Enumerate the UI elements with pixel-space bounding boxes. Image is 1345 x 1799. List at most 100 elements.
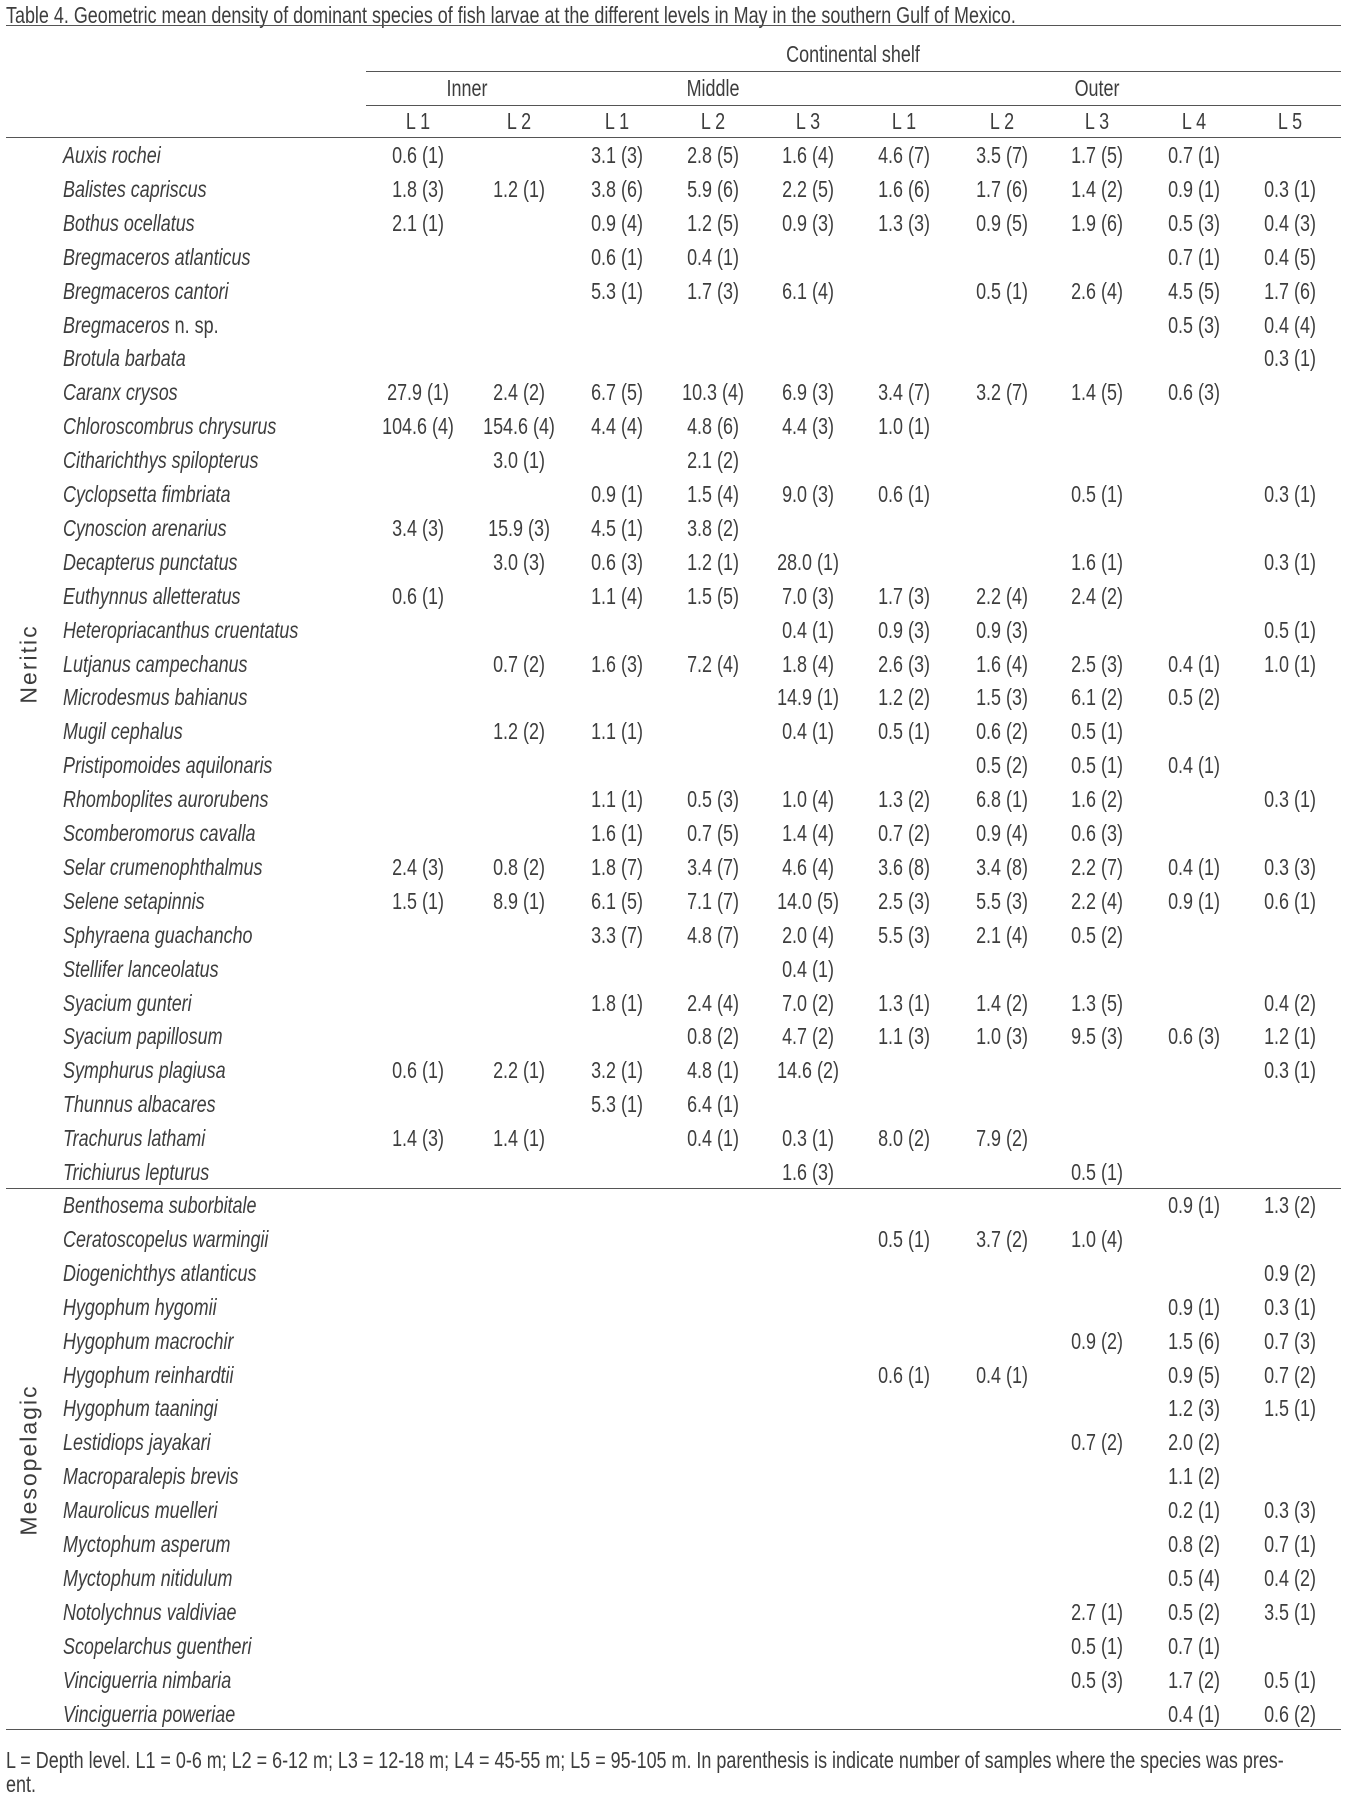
table-cell: 0.6 (3): [1168, 379, 1220, 406]
header-zone-middle: Middle: [686, 75, 740, 101]
table-cell: 0.7 (2): [1071, 1429, 1123, 1456]
table-row-species: Myctophum asperum: [63, 1531, 231, 1557]
table-cell: 6.9 (3): [782, 379, 834, 406]
table-cell: 1.6 (3): [591, 650, 643, 677]
species-name: Rhomboplites aurorubens: [63, 786, 269, 813]
table-cell: 0.4 (1): [687, 243, 739, 270]
table-cell: 3.5 (1): [1264, 1598, 1316, 1625]
table-cell: 1.6 (3): [782, 1159, 834, 1185]
table-cell: 2.0 (2): [1168, 1429, 1220, 1456]
species-name: Myctophum asperum: [63, 1531, 231, 1557]
table-cell: 1.2 (1): [687, 548, 739, 575]
table-cell: 6.1 (5): [591, 887, 643, 914]
species-name: Diogenichthys atlanticus: [63, 1259, 257, 1286]
table-cell: 0.4 (4): [1264, 311, 1316, 338]
table-cell: 1.7 (6): [976, 175, 1028, 202]
table-cell: 6.1 (4): [782, 277, 834, 304]
table-cell: 3.4 (8): [976, 853, 1028, 880]
table-cell: 6.7 (5): [591, 379, 643, 406]
table-row-species: Ceratoscopelus warmingii: [63, 1226, 268, 1252]
table-cell: 0.3 (3): [1264, 853, 1316, 880]
group-label-neritic: Neritic: [15, 624, 42, 704]
table-cell: 7.9 (2): [976, 1125, 1028, 1152]
table-cell: 1.0 (4): [1071, 1225, 1123, 1252]
table-cell: 27.9 (1): [387, 379, 449, 406]
table-row-species: Rhomboplites aurorubens: [63, 786, 268, 812]
table-cell: 1.5 (6): [1168, 1327, 1220, 1354]
table-cell: 0.9 (2): [1071, 1327, 1123, 1354]
table-cell: 1.6 (4): [782, 142, 834, 168]
table-row-species: Pristipomoides aquilonaris: [63, 752, 272, 778]
table-cell: 1.0 (4): [782, 786, 834, 813]
header-level: L 2: [506, 108, 532, 134]
table-cell: 1.7 (3): [687, 277, 739, 304]
species-name: Caranx crysos: [63, 379, 178, 406]
table-cell: 3.5 (7): [976, 142, 1028, 168]
table-cell: 2.2 (5): [782, 175, 834, 202]
table-cell: 1.1 (1): [591, 718, 643, 745]
table-cell: 1.4 (5): [1071, 379, 1123, 406]
table-cell: 6.8 (1): [976, 786, 1028, 813]
table-cell: 0.7 (2): [493, 650, 545, 677]
table-cell: 0.4 (1): [782, 955, 834, 982]
table-cell: 2.4 (4): [687, 989, 739, 1016]
table-cell: 0.5 (1): [1264, 1666, 1316, 1693]
table-cell: 0.6 (2): [1264, 1700, 1316, 1727]
table-row-species: Heteropriacanthus cruentatus: [63, 617, 298, 643]
table-cell: 8.0 (2): [878, 1125, 930, 1152]
table-cell: 1.7 (5): [1071, 142, 1123, 168]
table-cell: 1.6 (2): [1071, 786, 1123, 813]
table-row-species: Auxis rochei: [63, 142, 161, 168]
table-cell: 1.7 (2): [1168, 1666, 1220, 1693]
table-bottom-rule: [6, 1729, 1341, 1730]
table-cell: 0.4 (1): [1168, 1700, 1220, 1727]
species-name: Mugil cephalus: [63, 718, 183, 745]
table-cell: 1.0 (3): [976, 1023, 1028, 1050]
table-cell: 1.2 (3): [1168, 1395, 1220, 1422]
table-cell: 5.9 (6): [687, 175, 739, 202]
table-cell: 0.6 (3): [591, 548, 643, 575]
footnote-line-1: L = Depth level. L1 = 0-6 m; L2 = 6-12 m…: [6, 1747, 1284, 1773]
table-cell: 0.2 (1): [1168, 1497, 1220, 1524]
table-cell: 0.3 (1): [1264, 786, 1316, 813]
species-name: Bregmaceros atlanticus: [63, 243, 251, 270]
header-zone-inner: Inner: [446, 75, 488, 101]
table-cell: 0.5 (2): [976, 752, 1028, 779]
table-cell: 2.4 (2): [1071, 582, 1123, 609]
table-cell: 1.1 (1): [591, 786, 643, 813]
table-cell: 4.4 (4): [591, 413, 643, 440]
table-cell: 9.5 (3): [1071, 1023, 1123, 1050]
table-cell: 0.9 (1): [1168, 887, 1220, 914]
table-cell: 1.3 (1): [878, 989, 930, 1016]
table-cell: 5.3 (1): [591, 277, 643, 304]
species-name: Syacium gunteri: [63, 989, 192, 1016]
table-row-species: Maurolicus muelleri: [63, 1497, 218, 1523]
table-cell: 4.6 (4): [782, 853, 834, 880]
table-cell: 1.9 (6): [1071, 209, 1123, 236]
table-cell: 3.2 (7): [976, 379, 1028, 406]
table-cell: 0.8 (2): [493, 853, 545, 880]
footnote-line-2: ent.: [6, 1771, 36, 1797]
table-cell: 0.5 (1): [976, 277, 1028, 304]
table-row-species: Hygophum taaningi: [63, 1395, 218, 1421]
species-name: Cyclopsetta fimbriata: [63, 481, 231, 507]
table-cell: 3.0 (3): [493, 548, 545, 575]
header-level: L 2: [989, 108, 1015, 134]
table-row-species: Microdesmus bahianus: [63, 684, 247, 710]
table-cell: 0.4 (1): [782, 616, 834, 643]
table-cell: 1.7 (6): [1264, 277, 1316, 304]
table-cell: 0.8 (2): [687, 1023, 739, 1050]
table-row-species: Scomberomorus cavalla: [63, 820, 255, 846]
table-cell: 4.6 (7): [878, 142, 930, 168]
species-name: Selar crumenophthalmus: [63, 853, 263, 880]
table-row-species: Sphyraena guachancho: [63, 922, 253, 948]
table-cell: 8.9 (1): [493, 887, 545, 914]
species-name: Macroparalepis brevis: [63, 1463, 239, 1490]
table-cell: 1.1 (3): [878, 1023, 930, 1050]
table-row-species: Symphurus plagiusa: [63, 1057, 226, 1083]
table-cell: 2.4 (3): [392, 853, 444, 880]
table-cell: 0.9 (4): [976, 820, 1028, 846]
table-cell: 1.5 (5): [687, 582, 739, 609]
table-cell: 0.3 (1): [1264, 1293, 1316, 1320]
table-cell: 1.7 (3): [878, 582, 930, 609]
